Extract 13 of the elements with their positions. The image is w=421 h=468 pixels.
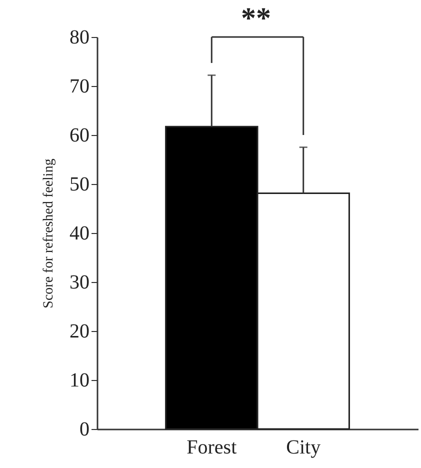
y-tick-label: 20	[70, 320, 90, 342]
y-tick-label: 80	[70, 26, 90, 48]
y-tick-label: 60	[70, 124, 90, 146]
y-tick-label: 30	[70, 272, 90, 294]
y-tick-label: 40	[70, 222, 90, 244]
y-axis-title: Score for refreshed feeling	[42, 158, 56, 308]
y-tick-label: 70	[70, 76, 90, 98]
x-tick-label: Forest	[186, 436, 238, 458]
x-tick-label: City	[286, 436, 321, 458]
y-tick-label: 50	[70, 174, 90, 196]
y-tick-label: 0	[80, 418, 90, 440]
text: **	[241, 2, 271, 35]
y-tick-label: 10	[70, 370, 90, 392]
